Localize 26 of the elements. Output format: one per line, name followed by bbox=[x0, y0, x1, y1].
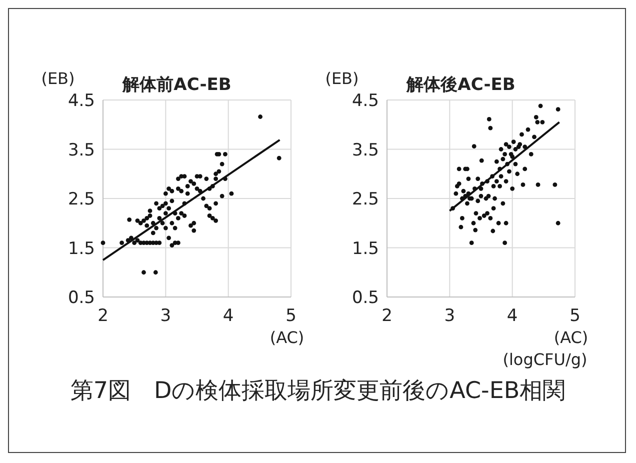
y-tick-label: 1.5 bbox=[68, 238, 95, 259]
x-tick-label: 3 bbox=[160, 306, 172, 326]
y-tick-label: 3.5 bbox=[352, 140, 379, 160]
x-axis-title: (AC) bbox=[270, 328, 304, 347]
y-tick-label: 2.5 bbox=[352, 190, 379, 210]
x-tick-label: 2 bbox=[382, 306, 392, 326]
y-tick-label: 3.5 bbox=[68, 140, 95, 160]
y-axis-title: (EB) bbox=[41, 69, 75, 88]
y-tick-label: 1.5 bbox=[352, 238, 379, 259]
text: (logCFU/g) bbox=[502, 350, 588, 369]
x-tick-label: 5 bbox=[570, 306, 580, 326]
x-tick-label: 2 bbox=[98, 306, 108, 326]
y-tick-label: 4.5 bbox=[352, 91, 379, 111]
x-tick-label: 3 bbox=[444, 306, 456, 326]
y-tick-label: 2.5 bbox=[68, 190, 95, 210]
y-tick-label: 0.5 bbox=[68, 288, 95, 308]
x-tick-label: 4 bbox=[506, 306, 518, 326]
y-axis-title: (EB) bbox=[325, 69, 359, 88]
chart-title: 解体前AC-EB bbox=[122, 75, 232, 95]
text: 第7図 Dの検体採取場所変更前後のAC-EB相関 bbox=[70, 378, 566, 404]
y-tick-label: 0.5 bbox=[352, 288, 379, 308]
x-axis-title: (AC) bbox=[554, 328, 588, 347]
chart-title: 解体後AC-EB bbox=[406, 75, 516, 95]
y-tick-label: 4.5 bbox=[68, 91, 95, 111]
x-tick-label: 5 bbox=[286, 306, 296, 326]
x-tick-label: 4 bbox=[222, 306, 234, 326]
